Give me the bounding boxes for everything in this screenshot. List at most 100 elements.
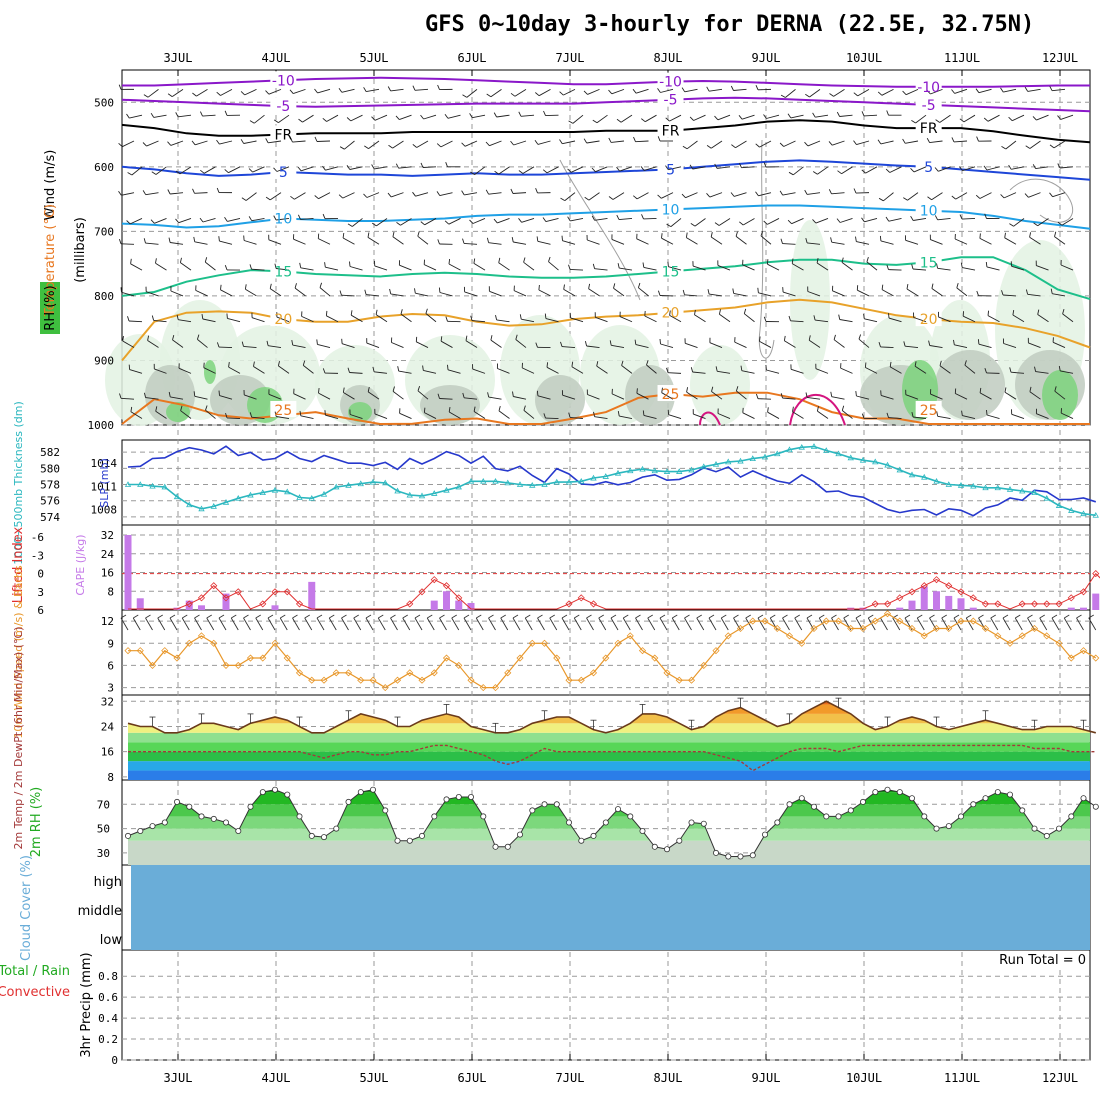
surface-wind-barb [316,617,325,631]
surface-wind-barb [757,617,766,631]
wind-barb-feather [548,256,551,262]
wind-barb [269,288,282,297]
wind-barb [964,364,976,374]
wind-speed-point [393,676,402,684]
wind-barb [790,368,804,374]
wind-barb-feather [240,139,245,144]
wind-barb-feather [147,335,150,341]
surface-wind-barb-feather [402,614,408,619]
surface-wind-barb-feather [782,614,788,619]
wind-barb-feather [437,84,440,90]
wind-barb [448,263,461,271]
rh-contour [1009,178,1074,223]
pressure-tick-label: 500 [94,96,114,109]
wind-barb [913,218,927,221]
wind-barb-feather [417,385,421,391]
temperature-band [128,732,1090,743]
lifted-index-point [418,588,426,596]
wind-barb-feather [888,313,890,319]
wind-barb-feather [205,405,208,411]
wind-barb [1011,265,1025,271]
isotherm-label: 10 [274,211,292,227]
wind-barb [205,409,216,419]
wind-barb [243,140,257,144]
wind-barb [196,88,208,97]
wind-barb-feather [412,191,416,197]
wind-barb-feather [689,116,694,121]
wind-barb [815,319,829,323]
wind-barb [220,88,233,96]
panel-frame-prec [121,949,1091,1061]
rh-point [921,813,928,820]
wind-barb-feather [437,239,440,245]
surface-wind-barb-feather [292,614,298,619]
surface-wind-barb [549,617,558,631]
surface-wind-barb [794,617,803,631]
wind-barb [399,264,412,271]
wind-speed-point [271,639,279,647]
surface-wind-barb [402,617,411,631]
wind-barb [563,289,576,297]
surface-wind-barb-feather [1039,614,1045,619]
wind-barb-feather [248,168,253,173]
wind-barb-feather [828,189,832,194]
wind-barb [498,262,510,271]
isotherm-label: 15 [274,264,292,280]
slp-axis-label: SLP (mb) [98,458,111,508]
thickness-point [443,486,450,493]
wind-barb-feather [666,367,669,373]
wind-barb [349,166,363,170]
wind-barb-feather [387,192,392,198]
surface-wind-barb [635,617,643,631]
wind-barb [1060,264,1074,271]
wind-barb-feather [715,366,718,372]
wind-barb-feather [985,261,988,267]
thickness-point [320,490,328,497]
wind-barb [194,192,208,194]
surface-wind-barb-feather [990,614,996,619]
wind-barb [587,239,600,245]
wind-barb [717,413,731,419]
wind-speed-point [540,639,549,647]
wind-barb [400,218,412,226]
rh-point [958,813,965,820]
wind-barb [586,345,600,348]
wind-barb-feather [632,88,637,94]
wind-barb-feather [682,145,688,150]
wind-barb-feather [324,410,326,416]
surface-wind-barb [610,617,619,631]
wind-barb [1003,192,1017,199]
wind-barb-feather [637,282,641,288]
wind-barb [466,89,478,98]
lifted-index-point [577,594,585,602]
wind-barb [155,262,167,271]
top-date-label: 8JUL [654,51,683,65]
wind-barb [392,140,404,149]
wind-speed-point [210,639,218,647]
wind-barb [374,265,388,271]
wind-barb [252,166,265,173]
wind-barb-feather [167,93,173,97]
surface-wind-barb [230,617,239,631]
lifted-index-point [565,600,573,608]
wind-barb [220,289,233,297]
wind-barb [513,241,527,245]
surface-wind-barb [279,617,288,631]
rh-point [1080,795,1087,802]
wind-barb [145,192,159,196]
wind-barb [1027,293,1041,297]
lifted-index-point [271,588,279,596]
wind-barb [341,88,355,93]
wind-barb [276,416,290,419]
wind-barb [963,114,976,123]
isotherm--10 [122,76,1090,88]
wind-barb-feather [347,367,350,373]
wind-barb [300,166,314,172]
bottom-date-label: 3JUL [164,1071,193,1085]
wind-barb [1060,370,1074,374]
wind-barb [317,88,331,94]
surface-wind-barb-feather [843,614,849,619]
wind-barb-feather [1024,193,1029,198]
cape-bar [443,591,450,610]
